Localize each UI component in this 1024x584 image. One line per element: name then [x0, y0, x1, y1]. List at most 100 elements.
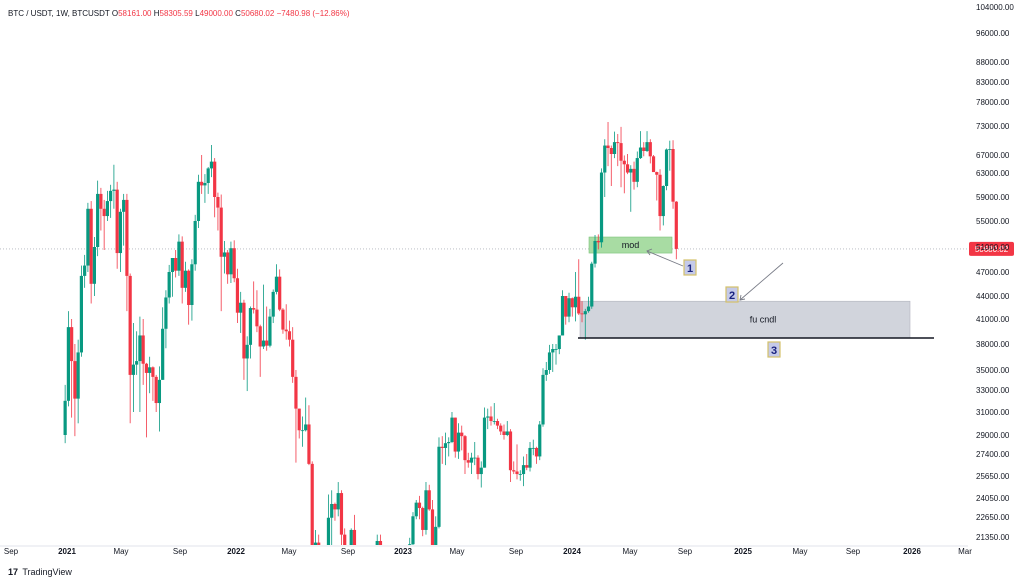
candle — [534, 446, 539, 464]
candle — [531, 439, 535, 456]
annotation-overlays: mod fu cndl 1 2 3 50680.02 — [578, 240, 1014, 358]
candle — [411, 512, 415, 545]
candle-body — [118, 211, 123, 254]
candle-body — [479, 467, 483, 475]
time-tick-label: Sep — [4, 547, 19, 556]
candle-body — [336, 493, 340, 510]
candle — [274, 264, 279, 295]
candle — [447, 437, 451, 457]
candle — [151, 366, 155, 401]
price-tick-label: 31000.00 — [976, 408, 1010, 417]
time-tick-label: May — [113, 547, 128, 556]
candle-body — [671, 148, 675, 202]
candle-body — [261, 340, 266, 347]
candle — [645, 131, 649, 152]
candle — [674, 201, 678, 260]
candle — [317, 534, 321, 545]
candle-body — [655, 172, 659, 175]
candle-body — [619, 143, 623, 161]
ohlc-legend: BTC / USDT, 1W, BTCUSDT O58161.00 H58305… — [8, 9, 350, 18]
symbol-label: BTC / USDT, 1W, BTCUSDT — [8, 9, 110, 18]
candle-body — [440, 446, 444, 448]
candle-body — [421, 508, 425, 530]
candle-body — [203, 183, 207, 186]
candle — [287, 320, 292, 347]
candle-body — [164, 297, 168, 329]
open-value: 58161.00 — [118, 9, 152, 18]
candle — [105, 190, 110, 221]
candle — [281, 308, 285, 334]
candle-body — [339, 493, 344, 535]
candle — [73, 344, 77, 437]
candle-body — [658, 174, 662, 217]
price-tick-label: 44000.00 — [976, 292, 1010, 301]
candle — [583, 308, 587, 340]
arrow-1-line — [646, 250, 684, 267]
candle — [538, 421, 542, 461]
candle — [164, 290, 168, 349]
candle-body — [177, 241, 181, 271]
low-value: 49000.00 — [199, 9, 233, 18]
candle — [339, 490, 344, 545]
arrow-2-line — [739, 262, 784, 301]
candle-body — [450, 417, 454, 442]
candle-body — [86, 208, 90, 266]
candle-body — [447, 441, 451, 444]
candle-body — [83, 265, 87, 276]
candle — [424, 482, 428, 535]
candle-body — [89, 208, 93, 284]
candle-body — [437, 446, 441, 527]
candle — [664, 148, 669, 191]
candle-body — [456, 432, 461, 452]
candle — [473, 441, 477, 466]
candle-body — [63, 400, 67, 435]
time-tick-label: Sep — [846, 547, 861, 556]
candle-body — [476, 457, 480, 475]
candle — [258, 324, 262, 377]
candle-body — [518, 474, 522, 475]
candle — [622, 155, 626, 194]
candle — [252, 281, 256, 314]
candle — [284, 304, 288, 340]
low-label: L — [195, 9, 200, 18]
price-tick-label: 21350.00 — [976, 533, 1010, 542]
candle-body — [554, 349, 558, 350]
candle-body — [271, 291, 275, 317]
candle — [187, 269, 191, 325]
candle-body — [131, 364, 136, 375]
candle-body — [580, 313, 584, 315]
tradingview-footer[interactable]: 17 TradingView — [8, 567, 72, 577]
candle-body — [151, 367, 155, 377]
candle — [655, 171, 659, 201]
candle-body — [583, 311, 587, 315]
price-tick-label: 33000.00 — [976, 386, 1010, 395]
candle — [586, 296, 591, 313]
candle — [112, 164, 116, 209]
candle — [635, 151, 639, 188]
candle — [102, 199, 106, 251]
candle — [590, 261, 594, 309]
candle — [89, 201, 93, 304]
candle — [170, 257, 175, 297]
candle-body — [502, 431, 506, 435]
candle-body — [109, 190, 113, 202]
candle — [196, 174, 201, 228]
candle — [515, 444, 519, 480]
candle-body — [495, 421, 500, 426]
candle-body — [609, 148, 613, 154]
candle — [668, 140, 672, 171]
candle-body — [622, 160, 626, 165]
candle-body — [229, 248, 233, 275]
candle — [86, 202, 90, 272]
price-tick-label: 78000.00 — [976, 98, 1010, 107]
candle-body — [115, 189, 119, 254]
candle — [115, 181, 119, 269]
candle — [456, 423, 461, 459]
candle — [450, 412, 454, 444]
time-tick-label: 2025 — [734, 547, 752, 556]
candle-body — [424, 490, 428, 530]
candle-body — [564, 296, 568, 317]
candle-body — [252, 308, 256, 310]
